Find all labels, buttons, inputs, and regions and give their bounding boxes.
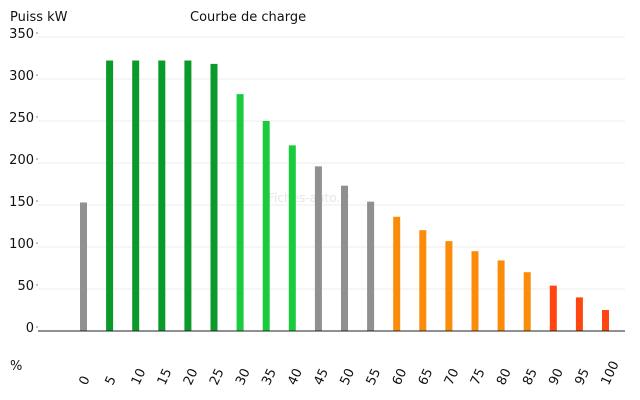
bar: [262, 121, 270, 331]
bar: [602, 310, 609, 331]
bar: [236, 94, 244, 332]
x-tick-label: 20: [181, 366, 202, 387]
y-tick-label: 150: [9, 195, 34, 210]
x-tick-label: 30: [233, 366, 254, 387]
y-tick-label: 0: [26, 321, 34, 336]
bar: [471, 251, 479, 331]
y-tick-label: 100: [9, 237, 34, 252]
watermark-text: Fiches-auto.fr: [268, 191, 349, 205]
bar: [288, 145, 296, 331]
x-tick-label: 80: [494, 366, 515, 387]
x-tick-label: 60: [390, 366, 411, 387]
x-tick-labels: 0 5 10 15 20 25 30 35 40 45 50 55 60 65 70 75 80 85 90 95 10…: [77, 359, 623, 388]
bar: [367, 201, 375, 331]
bar: [575, 297, 583, 331]
bars: [80, 60, 609, 332]
y-tick-label: 350: [9, 27, 34, 42]
bar: [393, 216, 401, 331]
x-tick-label: 5: [103, 374, 120, 388]
x-tick-label: 10: [129, 366, 150, 387]
bar: [549, 285, 557, 331]
bar: [210, 63, 218, 331]
y-tick-label: 200: [9, 153, 34, 168]
bar: [523, 272, 531, 331]
bar: [158, 60, 166, 332]
chart-title: Courbe de charge: [190, 10, 306, 25]
y-tick-labels: 0 50 100 150 200 250 300 350: [9, 27, 38, 336]
bar: [106, 60, 114, 332]
x-tick-label: 75: [468, 366, 489, 387]
bar: [419, 230, 427, 331]
x-axis-label: %: [10, 359, 22, 374]
grid-lines: [38, 36, 625, 290]
x-tick-label: 70: [442, 366, 463, 387]
x-tick-label: 100: [599, 359, 623, 388]
x-tick-label: 40: [285, 366, 306, 387]
y-tick-label: 300: [9, 69, 34, 84]
x-tick-label: 50: [338, 366, 359, 387]
x-tick-label: 65: [416, 366, 437, 387]
bar: [445, 241, 453, 331]
y-tick-label: 50: [17, 279, 34, 294]
bar: [184, 60, 192, 332]
x-tick-label: 55: [364, 366, 385, 387]
x-tick-label: 0: [77, 374, 94, 388]
x-tick-label: 90: [546, 366, 567, 387]
x-tick-label: 95: [572, 366, 593, 387]
y-axis-label: Puiss kW: [10, 10, 68, 25]
y-tick-label: 250: [9, 111, 34, 126]
bar: [497, 260, 505, 331]
x-tick-label: 15: [155, 366, 176, 387]
bar: [314, 166, 322, 331]
bar: [132, 60, 140, 332]
bar: [341, 185, 348, 331]
x-tick-label: 85: [520, 366, 541, 387]
x-tick-label: 35: [259, 366, 280, 387]
x-tick-label: 45: [311, 366, 332, 387]
x-tick-label: 25: [207, 366, 228, 387]
bar: [80, 202, 87, 331]
